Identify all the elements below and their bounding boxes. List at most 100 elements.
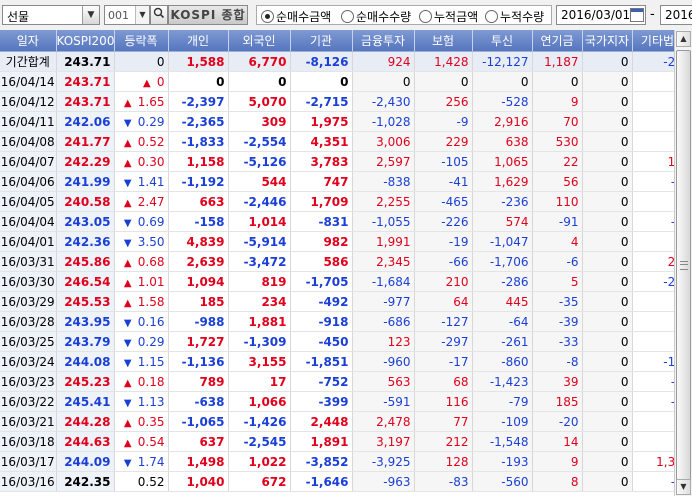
row-individual: 1,040 xyxy=(168,471,229,492)
radio-net-quantity[interactable]: 순매수수량 xyxy=(341,8,411,25)
row-foreign: -1,426 xyxy=(228,411,291,432)
row-investment-trust: -1,047 xyxy=(472,231,533,252)
arrow-down-icon: ▼ xyxy=(123,357,132,369)
table-row[interactable]: 16/04/04 243.05 ▼ 0.69 -158 1,014 -831 -1,055 -2… xyxy=(0,211,692,232)
row-change: ▼ 1.15 xyxy=(114,351,169,372)
table-row[interactable]: 16/03/21 244.28 ▲ 0.35 -1,065 -1,426 2,448 2,47… xyxy=(0,411,692,432)
row-insurance: -226 xyxy=(414,211,473,232)
row-individual: 1,727 xyxy=(168,331,229,352)
table-row[interactable]: 16/04/05 240.58 ▲ 2.47 663 -2,446 1,709 2,255 -4… xyxy=(0,191,692,212)
col-date[interactable]: 일자 xyxy=(0,30,57,52)
row-investment-trust: -860 xyxy=(472,351,533,372)
row-insurance: -465 xyxy=(414,191,473,212)
row-change: ▼ 1.41 xyxy=(114,171,169,192)
row-investment-trust: -193 xyxy=(472,451,533,472)
header-row: 일자 KOSPI200 등락폭 개인 외국인 기관 금융투자 보험 투신 연기금… xyxy=(0,30,692,52)
row-government: 0 xyxy=(582,271,633,292)
row-kospi200: 245.41 xyxy=(56,391,115,412)
row-insurance: -19 xyxy=(414,231,473,252)
scroll-down-icon[interactable]: ▼ xyxy=(676,479,691,495)
row-foreign: 1,881 xyxy=(228,311,291,332)
row-investment-trust: 574 xyxy=(472,211,533,232)
table-row[interactable]: 16/03/24 244.08 ▼ 1.15 -1,136 3,155 -1,851 -960… xyxy=(0,351,692,372)
col-individual[interactable]: 개인 xyxy=(168,30,229,52)
col-kospi200[interactable]: KOSPI200 xyxy=(56,30,115,52)
row-foreign: -2,545 xyxy=(228,431,291,452)
chevron-down-icon[interactable]: ▼ xyxy=(82,6,99,24)
col-pension[interactable]: 연기금 xyxy=(532,30,583,52)
row-government: 0 xyxy=(582,411,633,432)
row-individual: 185 xyxy=(168,291,229,312)
col-financial-investment[interactable]: 금융투자 xyxy=(352,30,415,52)
col-change[interactable]: 등락폭 xyxy=(114,30,169,52)
end-date-input[interactable]: 2016/0 xyxy=(660,5,692,25)
table-row[interactable]: 16/04/06 241.99 ▼ 1.41 -1,192 544 747 -838 -41 1,… xyxy=(0,171,692,192)
vertical-scrollbar[interactable]: ▲ ▼ xyxy=(674,30,692,496)
col-foreign[interactable]: 외국인 xyxy=(228,30,291,52)
row-individual: -2,365 xyxy=(168,111,229,132)
arrow-down-icon: ▼ xyxy=(123,177,132,189)
row-institution: 3,783 xyxy=(290,151,353,172)
radio-net-amount[interactable]: 순매수금액 xyxy=(261,8,331,25)
row-institution: 982 xyxy=(290,231,353,252)
row-insurance: -297 xyxy=(414,331,473,352)
table-row[interactable]: 16/03/23 245.23 ▲ 0.18 789 17 -752 563 68 -1,423 3… xyxy=(0,371,692,392)
row-investment-trust: 2,916 xyxy=(472,111,533,132)
table-row[interactable]: 16/03/17 244.09 ▼ 1.74 1,498 1,022 -3,852 -3,92… xyxy=(0,451,692,472)
table-row[interactable]: 16/03/22 245.41 ▼ 1.13 -638 1,066 -399 -591 116-… xyxy=(0,391,692,412)
chevron-down-icon[interactable]: ▼ xyxy=(135,6,149,24)
scroll-up-icon[interactable]: ▲ xyxy=(676,31,691,47)
table-row[interactable]: 16/04/01 242.36 ▼ 3.50 4,839 -5,914 982 1,991 -1… xyxy=(0,231,692,252)
row-pension: 110 xyxy=(532,191,583,212)
row-date: 16/04/01 xyxy=(0,231,57,252)
period-total-row[interactable]: 기간합계 243.71 0 1,588 6,770 -8,126 924 1,4… xyxy=(0,51,692,72)
table-row[interactable]: 16/03/29 245.53 ▲ 1.58 185 234 -492 -977 64 445 -3… xyxy=(0,291,692,312)
arrow-down-icon: ▼ xyxy=(123,237,132,249)
col-insurance[interactable]: 보험 xyxy=(414,30,473,52)
row-kospi200: 244.63 xyxy=(56,431,115,452)
row-government: 0 xyxy=(582,351,633,372)
code-search-button[interactable] xyxy=(150,5,168,25)
table-row[interactable]: 16/04/12 243.71 ▲ 1.65 -2,397 5,070 -2,715 -2,4… xyxy=(0,91,692,112)
table-row[interactable]: 16/03/28 243.95 ▼ 0.16 -988 1,881 -918 -686 -127… xyxy=(0,311,692,332)
row-institution: -3,852 xyxy=(290,451,353,472)
calendar-icon[interactable] xyxy=(630,8,644,22)
row-insurance: -41 xyxy=(414,171,473,192)
row-insurance: -83 xyxy=(414,471,473,492)
code-input[interactable]: 001 ▼ xyxy=(104,5,150,25)
table-row[interactable]: 16/03/30 246.54 ▲ 1.01 1,094 819 -1,705 -1,684 2… xyxy=(0,271,692,292)
col-government[interactable]: 국가지자 xyxy=(582,30,633,52)
product-select[interactable]: 선물 ▼ xyxy=(2,5,100,25)
total-pension: 1,187 xyxy=(532,51,583,72)
table-row[interactable]: 16/03/25 243.79 ▼ 0.29 1,727 -1,309 -450 123 -29… xyxy=(0,331,692,352)
row-change: ▲ 0.35 xyxy=(114,411,169,432)
table-row[interactable]: 16/03/16 242.35 0.52 1,040 672 -1,646 -963 -83-… xyxy=(0,471,692,492)
row-individual: -158 xyxy=(168,211,229,232)
row-government: 0 xyxy=(582,471,633,492)
row-date: 16/03/30 xyxy=(0,271,57,292)
radio-cum-quantity[interactable]: 누적수량 xyxy=(485,8,544,25)
row-change-value: 0.68 xyxy=(137,254,165,269)
row-insurance: -17 xyxy=(414,351,473,372)
radio-cum-amount[interactable]: 누적금액 xyxy=(419,8,478,25)
row-individual: -638 xyxy=(168,391,229,412)
table-row[interactable]: 16/04/07 242.29 ▲ 0.30 1,158 -5,126 3,783 2,597… xyxy=(0,151,692,172)
row-institution: -918 xyxy=(290,311,353,332)
radio-icon xyxy=(419,10,432,23)
row-government: 0 xyxy=(582,111,633,132)
table-row[interactable]: 16/04/11 242.06 ▼ 0.29 -2,365 309 1,975 -1,028-… xyxy=(0,111,692,132)
row-change: ▲ 0.18 xyxy=(114,371,169,392)
table-row[interactable]: 16/04/08 241.77 ▲ 0.52 -1,833 -2,554 4,351 3,00… xyxy=(0,131,692,152)
row-institution: 747 xyxy=(290,171,353,192)
row-financial-investment: 2,597 xyxy=(352,151,415,172)
scroll-thumb[interactable] xyxy=(676,50,691,480)
start-date-input[interactable]: 2016/03/01 xyxy=(556,5,646,25)
row-institution: -1,851 xyxy=(290,351,353,372)
table-row[interactable]: 16/03/18 244.63 ▲ 0.54 637 -2,545 1,891 3,197 21… xyxy=(0,431,692,452)
row-change-value: 0.69 xyxy=(137,214,165,229)
row-foreign: 1,014 xyxy=(228,211,291,232)
table-row[interactable]: 16/03/31 245.86 ▲ 0.68 2,639 -3,472 586 2,345 -6… xyxy=(0,251,692,272)
col-investment-trust[interactable]: 투신 xyxy=(472,30,533,52)
col-institution[interactable]: 기관 xyxy=(290,30,353,52)
